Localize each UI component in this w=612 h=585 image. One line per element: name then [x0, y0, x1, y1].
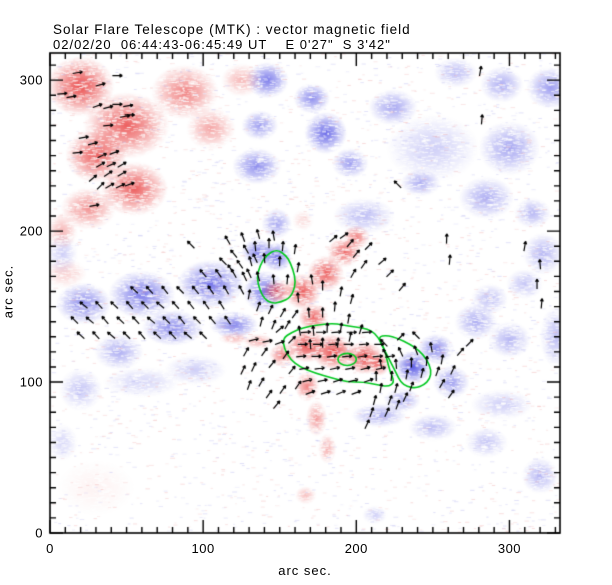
y-tick-label: 0: [35, 525, 43, 541]
x-tick-label: 200: [344, 541, 368, 556]
x-axis-label: arc sec.: [278, 563, 332, 578]
plot-subtitle: 02/02/20 06:44:43-06:45:49 UT E 0'27" S …: [53, 37, 391, 52]
y-tick-label: 100: [19, 374, 43, 390]
x-tick-label: 0: [46, 541, 54, 556]
x-tick-label: 100: [191, 541, 215, 556]
plot-title: Solar Flare Telescope (MTK) : vector mag…: [53, 22, 411, 37]
y-axis-label: arc sec.: [0, 264, 16, 319]
y-tick-label: 200: [19, 223, 43, 239]
y-tick-label: 300: [19, 72, 43, 88]
x-tick-label: 300: [497, 541, 522, 556]
